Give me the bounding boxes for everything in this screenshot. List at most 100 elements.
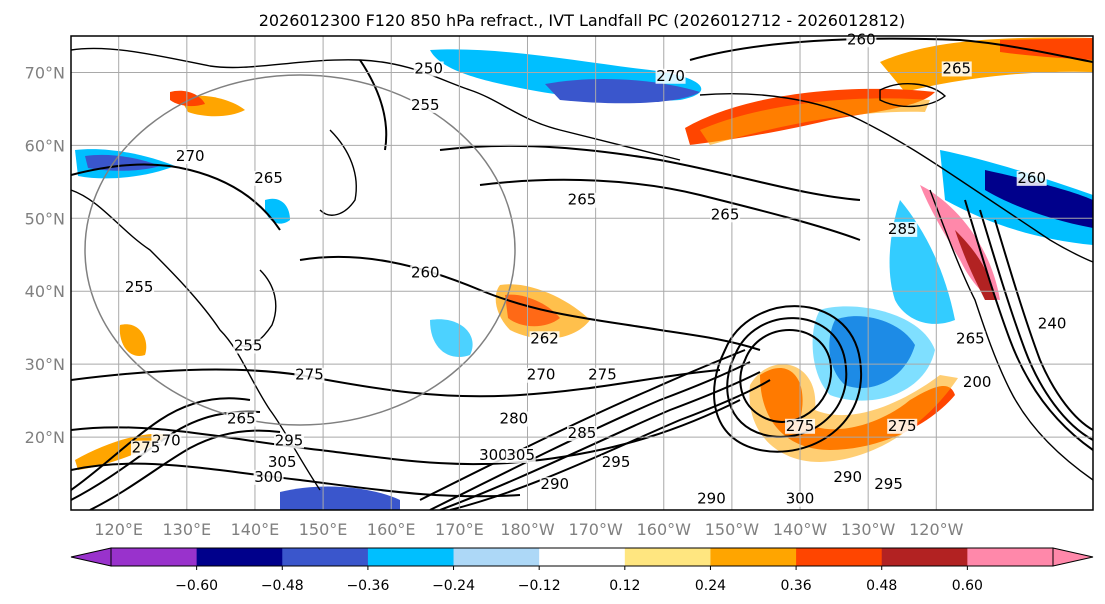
contour-cyclone1 <box>739 329 833 423</box>
contour-d <box>299 255 761 351</box>
contour-label: 275 <box>888 417 917 435</box>
shade-arctic-darkblue <box>545 78 700 104</box>
shade-arctic-red <box>1000 38 1093 60</box>
contour-label: 255 <box>411 96 440 114</box>
contour-label: 295 <box>275 431 304 449</box>
contour-label: 300 <box>786 490 815 508</box>
colorbar-tick-label: −0.12 <box>518 578 561 594</box>
lon-tick-label: 130°E <box>162 520 211 539</box>
region-ellipse <box>84 74 516 426</box>
lat-labels: 70°N 60°N 50°N 40°N 30°N 20°N <box>25 63 65 447</box>
figure-title: 2026012300 F120 850 hPa refract., IVT La… <box>259 11 906 30</box>
contour-label: 300 <box>254 468 283 486</box>
contour-label: 240 <box>1038 315 1067 333</box>
colorbar-bin <box>282 548 369 566</box>
colorbar-bin <box>624 548 711 566</box>
contour-label-bg <box>175 148 206 164</box>
coastlines <box>71 47 1093 491</box>
contour-label: 290 <box>697 490 726 508</box>
contour-labels: 260 270 265 250 255 270 265 265 265 260 255 255 275 2… <box>124 30 1068 508</box>
shade-japan-orange <box>119 324 147 356</box>
contour-w1 <box>71 397 251 491</box>
lat-tick-label: 50°N <box>25 209 65 228</box>
contour-label-bg <box>955 331 986 347</box>
colorbar-bin <box>967 548 1054 566</box>
colorbar-tick-label: 0.36 <box>781 578 812 594</box>
contour-label-bg <box>233 338 264 354</box>
contour-jet2 <box>429 361 751 510</box>
contour-label: 260 <box>411 264 440 282</box>
shade-central-red <box>505 294 560 327</box>
contour-label: 262 <box>530 329 559 347</box>
contour-e <box>71 368 721 398</box>
contour-coast1 <box>964 199 1093 451</box>
contour-label-bg <box>526 367 557 383</box>
shade-coast-darkred <box>955 230 995 300</box>
contour-label: 265 <box>942 59 971 77</box>
contour-label-bg <box>410 265 441 281</box>
colorbar-bin <box>539 548 626 566</box>
shade-lowcenter-lightblue <box>812 306 935 401</box>
contour-label-bg <box>655 68 686 84</box>
colorbar-frame <box>110 547 1054 567</box>
contour-jet4 <box>449 379 771 510</box>
shade-mid-blue <box>430 319 473 357</box>
coast-arctic-island <box>879 83 947 108</box>
lat-tick-label: 20°N <box>25 428 65 447</box>
contour-label-bg <box>601 455 632 471</box>
contour-label-bg <box>567 192 597 208</box>
contour-label: 275 <box>588 366 617 384</box>
lon-tick-label: 140°W <box>773 520 828 539</box>
contour-label-bg <box>832 469 863 485</box>
contour-label: 255 <box>234 337 263 355</box>
contour-label-bg <box>253 469 284 485</box>
contour-label: 270 <box>527 366 556 384</box>
colorbar: −0.60 −0.48 −0.36 −0.24 −0.12 0.12 0.24 0.36 0.4… <box>70 547 1094 594</box>
contour-label-bg <box>253 170 284 186</box>
lon-tick-label: 170°E <box>435 520 484 539</box>
colorbar-tick-label: 0.24 <box>695 578 726 594</box>
contour-label-bg <box>1016 170 1047 186</box>
contour-label-bg <box>294 367 325 383</box>
lat-tick-label: 70°N <box>25 63 65 82</box>
contour-label-bg <box>941 61 972 77</box>
contour-label: 290 <box>540 475 569 493</box>
contour-label: 200 <box>963 373 992 391</box>
contour-label: 265 <box>711 205 740 223</box>
colorbar-tick-label: 0.60 <box>952 578 983 594</box>
lat-tick-label: 30°N <box>25 355 65 374</box>
contour-label-bg <box>478 447 509 463</box>
lon-tick-label: 160°E <box>367 520 416 539</box>
coast-siberia <box>71 47 681 161</box>
contour-g <box>71 462 521 498</box>
contour-label-bg <box>887 418 918 434</box>
colorbar-bin <box>881 548 968 566</box>
lon-tick-label: 160°W <box>637 520 692 539</box>
lon-tick-label: 170°W <box>568 520 623 539</box>
contour-label: 275 <box>295 366 324 384</box>
colorbar-tick-label: 0.12 <box>609 578 640 594</box>
contour-label: 285 <box>568 424 597 442</box>
contour-label: 305 <box>506 446 535 464</box>
contour-label: 265 <box>956 329 985 347</box>
contour-label-bg <box>587 367 618 383</box>
contour-label-bg <box>873 477 904 493</box>
lon-tick-label: 150°W <box>705 520 760 539</box>
contour-label-bg <box>962 375 993 391</box>
contour-label: 270 <box>176 147 205 165</box>
contour-label-bg <box>696 491 727 507</box>
lon-labels: 120°E 130°E 140°E 150°E 160°E 170°E 180°W 170°W… <box>94 520 963 539</box>
contour-label: 275 <box>132 439 161 457</box>
colorbar-tick-label: 0.48 <box>866 578 897 594</box>
contour-label: 250 <box>414 59 443 77</box>
contour-cyclone3 <box>713 305 863 453</box>
map-frame <box>70 35 1094 511</box>
contour-label: 305 <box>268 453 297 471</box>
contour-label-bg <box>410 97 441 113</box>
contour-c <box>479 178 861 241</box>
contour-coast2 <box>979 209 1093 441</box>
contour-label-bg <box>124 280 155 296</box>
coast-eastasia <box>71 189 321 491</box>
contour-b <box>439 144 861 201</box>
